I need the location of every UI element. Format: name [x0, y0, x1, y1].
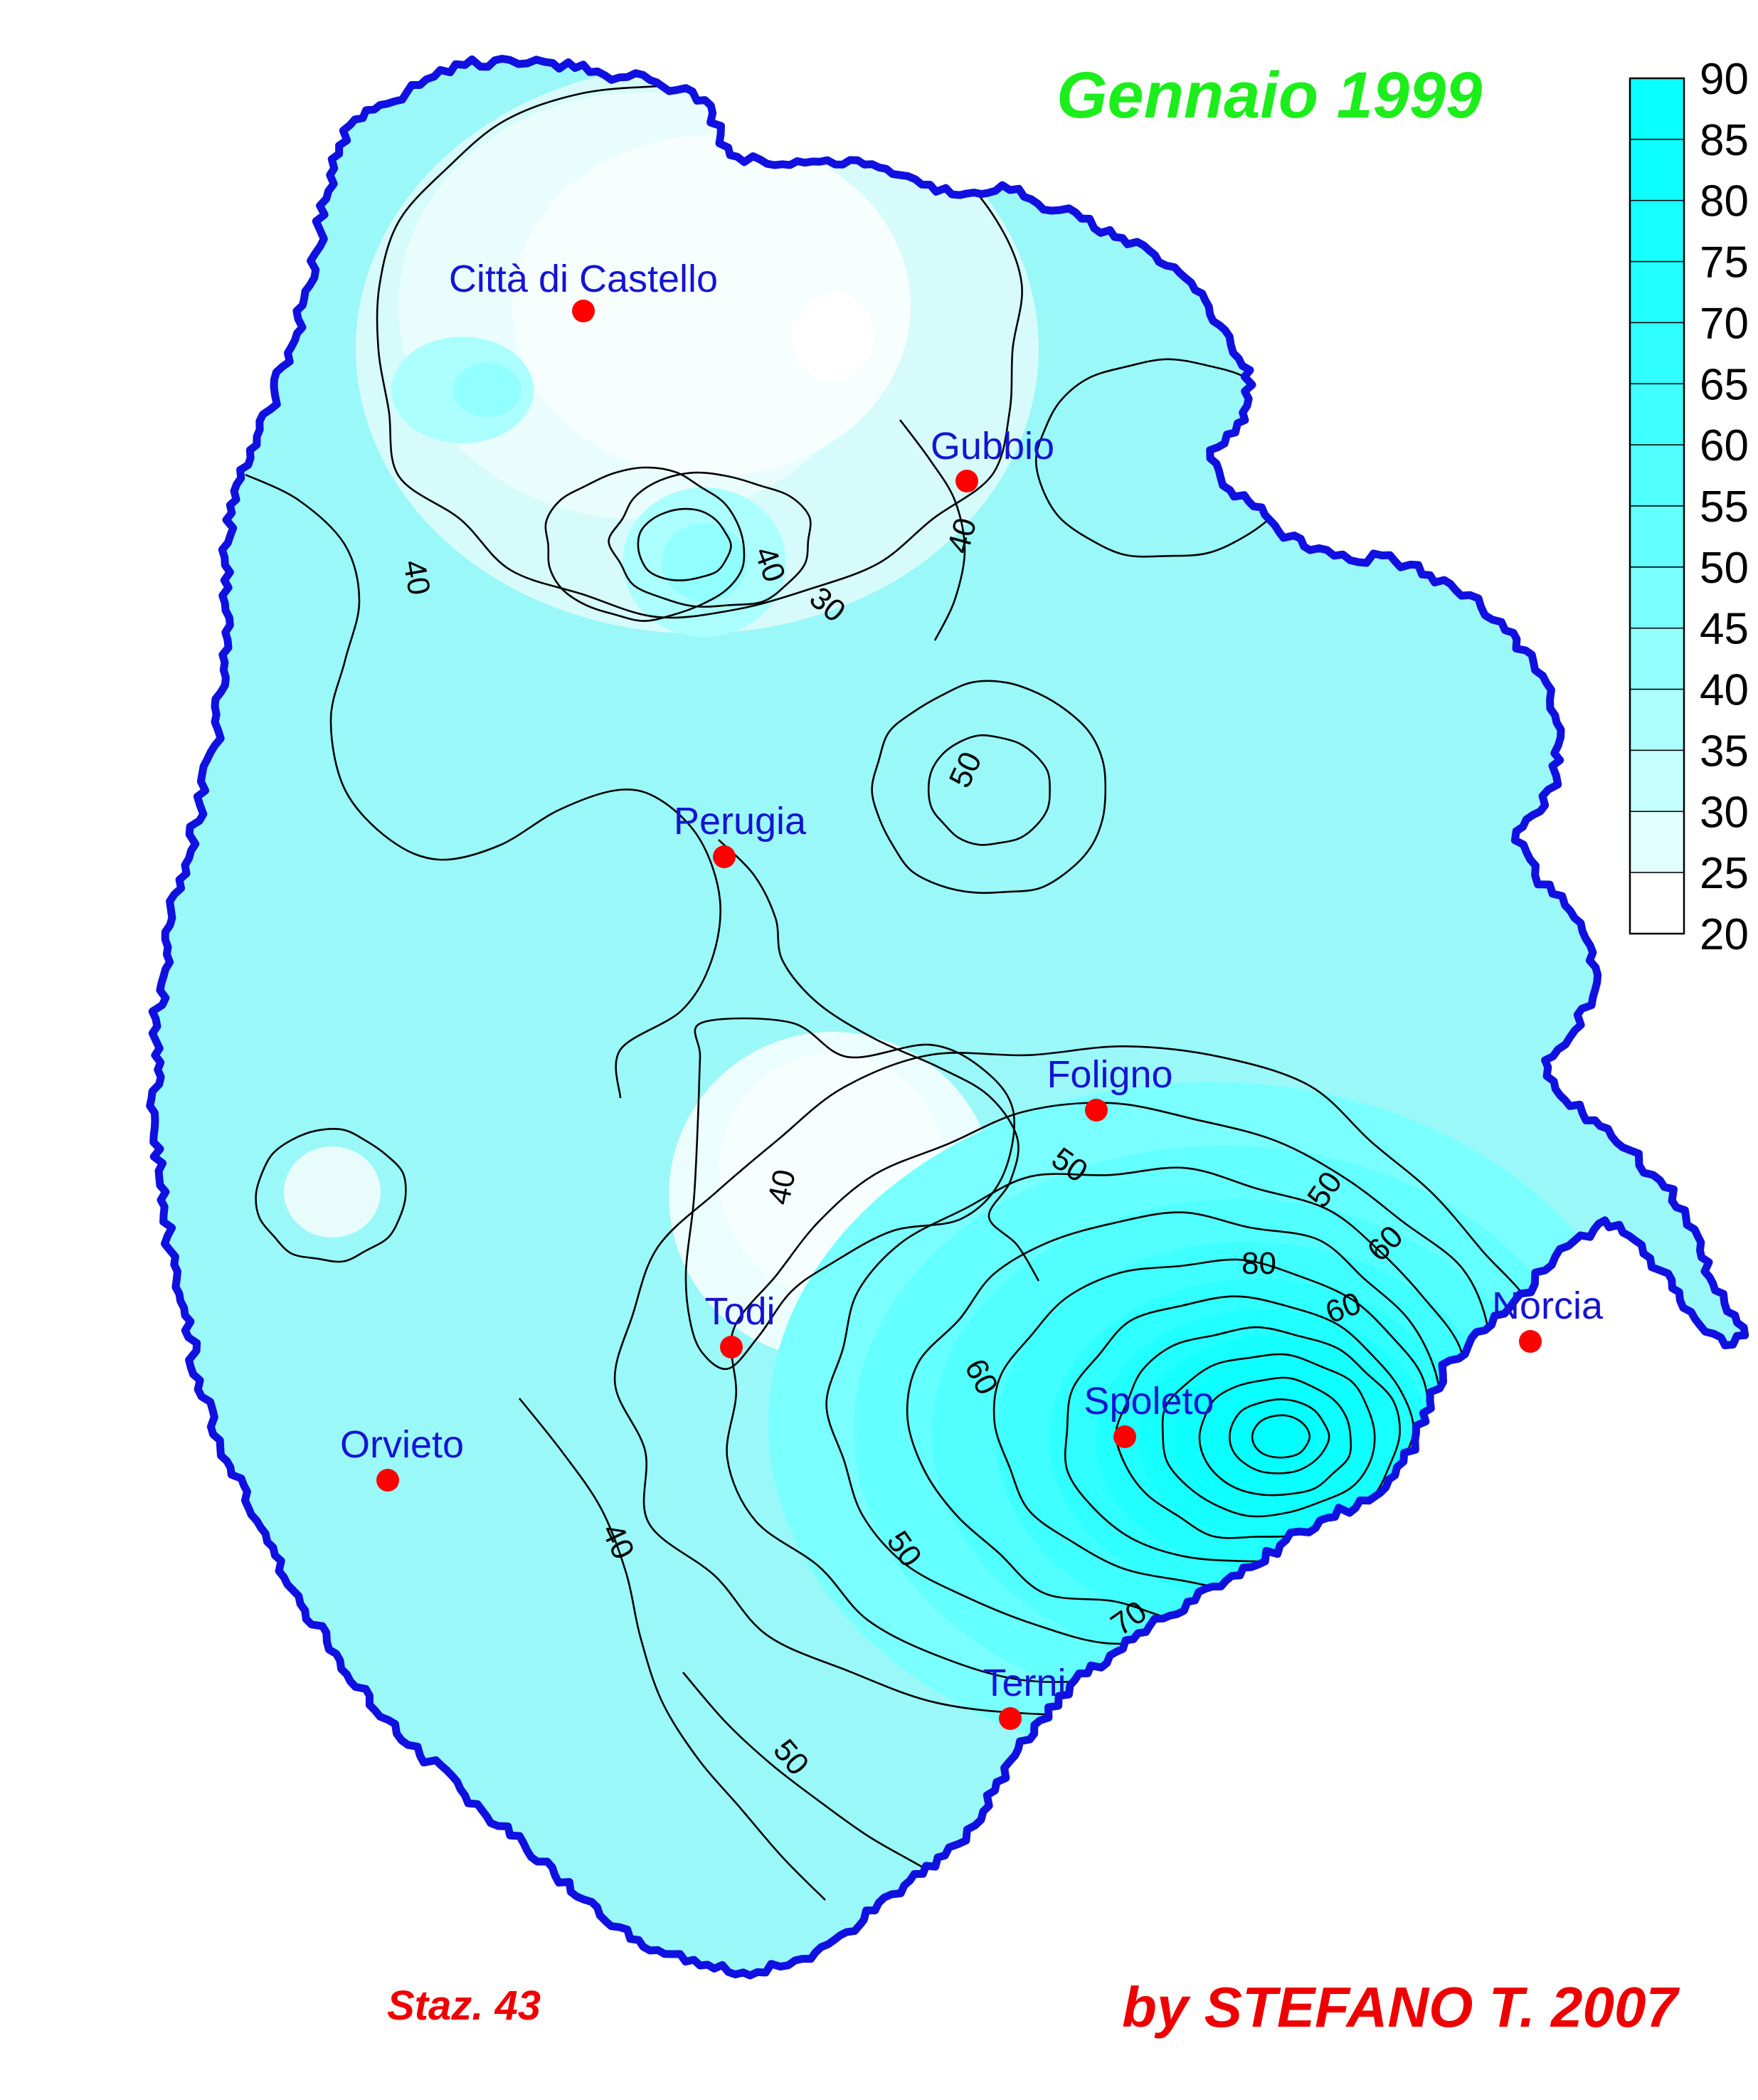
svg-text:by STEFANO T. 2007: by STEFANO T. 2007	[1122, 1975, 1680, 2039]
svg-text:80: 80	[1241, 1246, 1276, 1281]
svg-text:Terni: Terni	[983, 1662, 1066, 1704]
svg-text:50: 50	[1700, 544, 1749, 593]
svg-text:70: 70	[1700, 299, 1749, 348]
svg-text:25: 25	[1700, 849, 1749, 898]
svg-text:Gubbio: Gubbio	[931, 425, 1054, 468]
svg-text:Foligno: Foligno	[1047, 1053, 1172, 1096]
svg-text:40: 40	[761, 1166, 803, 1208]
svg-text:Norcia: Norcia	[1492, 1284, 1604, 1327]
svg-text:85: 85	[1700, 116, 1749, 165]
svg-text:45: 45	[1700, 605, 1749, 654]
svg-text:Gennaio 1999: Gennaio 1999	[1057, 59, 1482, 132]
svg-text:30: 30	[1700, 788, 1749, 837]
svg-text:90: 90	[1700, 55, 1749, 104]
svg-text:35: 35	[1700, 727, 1749, 776]
svg-text:Spoleto: Spoleto	[1084, 1380, 1214, 1423]
svg-text:40: 40	[396, 557, 437, 598]
svg-text:40: 40	[1700, 666, 1749, 715]
svg-text:Città di Castello: Città di Castello	[449, 258, 718, 300]
svg-text:Orvieto: Orvieto	[340, 1423, 464, 1466]
svg-text:75: 75	[1700, 238, 1749, 287]
svg-text:Todi: Todi	[704, 1290, 775, 1333]
svg-text:20: 20	[1700, 910, 1749, 959]
svg-text:65: 65	[1700, 360, 1749, 409]
svg-text:60: 60	[1700, 421, 1749, 470]
svg-text:Staz. 43: Staz. 43	[387, 1983, 541, 2029]
svg-text:55: 55	[1700, 482, 1749, 532]
svg-text:Perugia: Perugia	[674, 800, 807, 843]
svg-text:80: 80	[1700, 177, 1749, 226]
